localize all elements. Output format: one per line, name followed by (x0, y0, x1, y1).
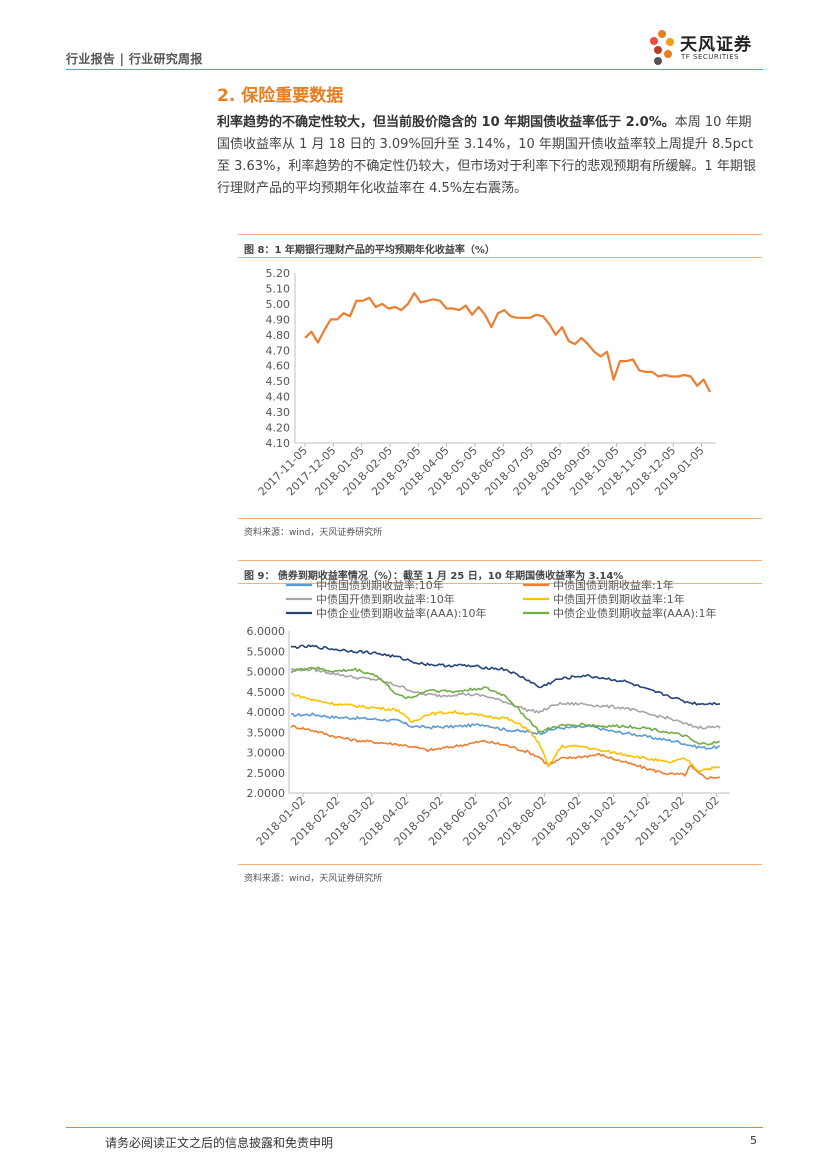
paragraph-body: 本周 10 年期国债收益率从 1 月 18 日的 3.09%回升至 3.14%，… (217, 115, 756, 196)
figure-8-title-rule (238, 257, 762, 258)
footer-disclaimer: 请务必阅读正文之后的信息披露和免责申明 (105, 1136, 334, 1150)
y-tick-label: 4.50 (266, 375, 291, 388)
series-line-bank-wealth-yield (304, 291, 711, 393)
y-tick-label: 4.80 (266, 329, 291, 342)
legend-label: 中债国债到期收益率:1年 (553, 578, 674, 592)
y-tick-label: 4.10 (266, 437, 291, 450)
figure-9-source: 资料来源：wind，天风证券研究所 (244, 874, 383, 884)
footer-rule (66, 1127, 763, 1128)
chart-bond-yields: 6.0000 5.5000 5.0000 4.5000 4.0000 3.5000 3.00… (247, 578, 730, 848)
y-tick-label: 3.0000 (247, 747, 286, 760)
figure-9-bottom-rule (238, 864, 762, 865)
figure-8-title: 图 8：1 年期银行理财产品的平均预期年化收益率（%） (244, 245, 495, 256)
chart-bank-wealth-yield: 5.20 5.10 5.00 4.90 4.80 4.70 4.60 4.50 4.40 4.30… (256, 267, 716, 498)
series-line-3 (290, 692, 721, 773)
series-line-0 (290, 712, 721, 750)
y-tick-label: 2.0000 (247, 787, 286, 800)
brand-name-en: TF SECURITIES (681, 53, 740, 61)
figure-9: 图 9： 债券到期收益率情况（%）：截至 1 月 25 日，10 年期国债收益率… (238, 560, 762, 867)
figure-8-bottom-rule (238, 518, 762, 519)
report-category: 行业报告 | 行业研究周报 (66, 52, 203, 66)
y-tick-label: 5.0000 (247, 666, 286, 679)
brand-name-cn: 天风证券 (680, 35, 752, 55)
y-tick-label: 5.00 (266, 298, 291, 311)
y-tick-label: 4.40 (266, 391, 291, 404)
section-paragraph: 利率趋势的不确定性较大，但当前股价隐含的 10 年期国债收益率低于 2.0%。本… (217, 112, 763, 200)
y-tick-label: 4.5000 (247, 686, 286, 699)
series-line-4 (290, 644, 721, 706)
legend-label: 中债国债到期收益率:10年 (316, 578, 444, 592)
y-tick-label: 6.0000 (247, 625, 286, 638)
series-line-2 (290, 667, 721, 730)
legend-label: 中债国开债到期收益率:10年 (316, 592, 455, 606)
figure-9-title-rule (238, 583, 762, 584)
y-tick-label: 3.5000 (247, 726, 286, 739)
y-tick-label: 4.0000 (247, 706, 286, 719)
y-tick-label: 4.20 (266, 422, 291, 435)
legend-label: 中债企业债到期收益率(AAA):1年 (553, 606, 716, 620)
y-tick-label: 4.60 (266, 360, 291, 373)
series-line-5 (290, 666, 721, 746)
section-title: 2. 保险重要数据 (217, 86, 344, 106)
y-tick-label: 5.10 (266, 282, 291, 295)
legend-label: 中债企业债到期收益率(AAA):10年 (316, 606, 486, 620)
y-tick-label: 4.70 (266, 344, 291, 357)
series-line-1 (290, 724, 721, 780)
legend-label: 中债国开债到期收益率:1年 (553, 592, 685, 606)
header-rule (66, 69, 763, 70)
figure-9-title: 图 9： 债券到期收益率情况（%）：截至 1 月 25 日，10 年期国债收益率… (244, 571, 624, 582)
y-tick-label: 5.20 (266, 267, 291, 280)
y-tick-label: 5.5000 (247, 645, 286, 658)
paragraph-lead: 利率趋势的不确定性较大，但当前股价隐含的 10 年期国债收益率低于 2.0%。 (217, 115, 675, 130)
y-tick-label: 4.90 (266, 313, 291, 326)
figure-8-source: 资料来源：wind，天风证券研究所 (244, 528, 383, 538)
page-number: 5 (750, 1134, 757, 1147)
figure-8: 图 8：1 年期银行理财产品的平均预期年化收益率（%） 5.20 5.10 5.00… (238, 234, 762, 521)
y-tick-label: 2.5000 (247, 767, 286, 780)
y-tick-label: 4.30 (266, 406, 291, 419)
brand-logo-icon (650, 30, 674, 65)
